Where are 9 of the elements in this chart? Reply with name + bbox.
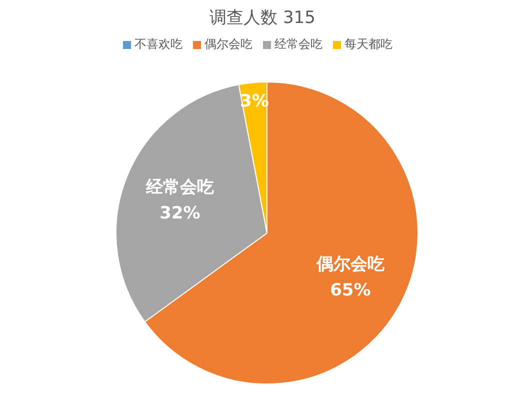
legend-label: 偶尔会吃 bbox=[204, 37, 252, 51]
data-label: 32% bbox=[160, 204, 200, 224]
slice-label: 经常会吃 bbox=[144, 178, 214, 198]
chart-title: 调查人数 315 bbox=[208, 7, 316, 29]
legend-label: 每天都吃 bbox=[344, 37, 392, 51]
data-label: 65% bbox=[330, 280, 371, 301]
legend-label: 不喜欢吃 bbox=[134, 37, 182, 51]
slice-label: 偶尔会吃 bbox=[315, 254, 384, 275]
legend-label: 经常会吃 bbox=[274, 37, 322, 51]
